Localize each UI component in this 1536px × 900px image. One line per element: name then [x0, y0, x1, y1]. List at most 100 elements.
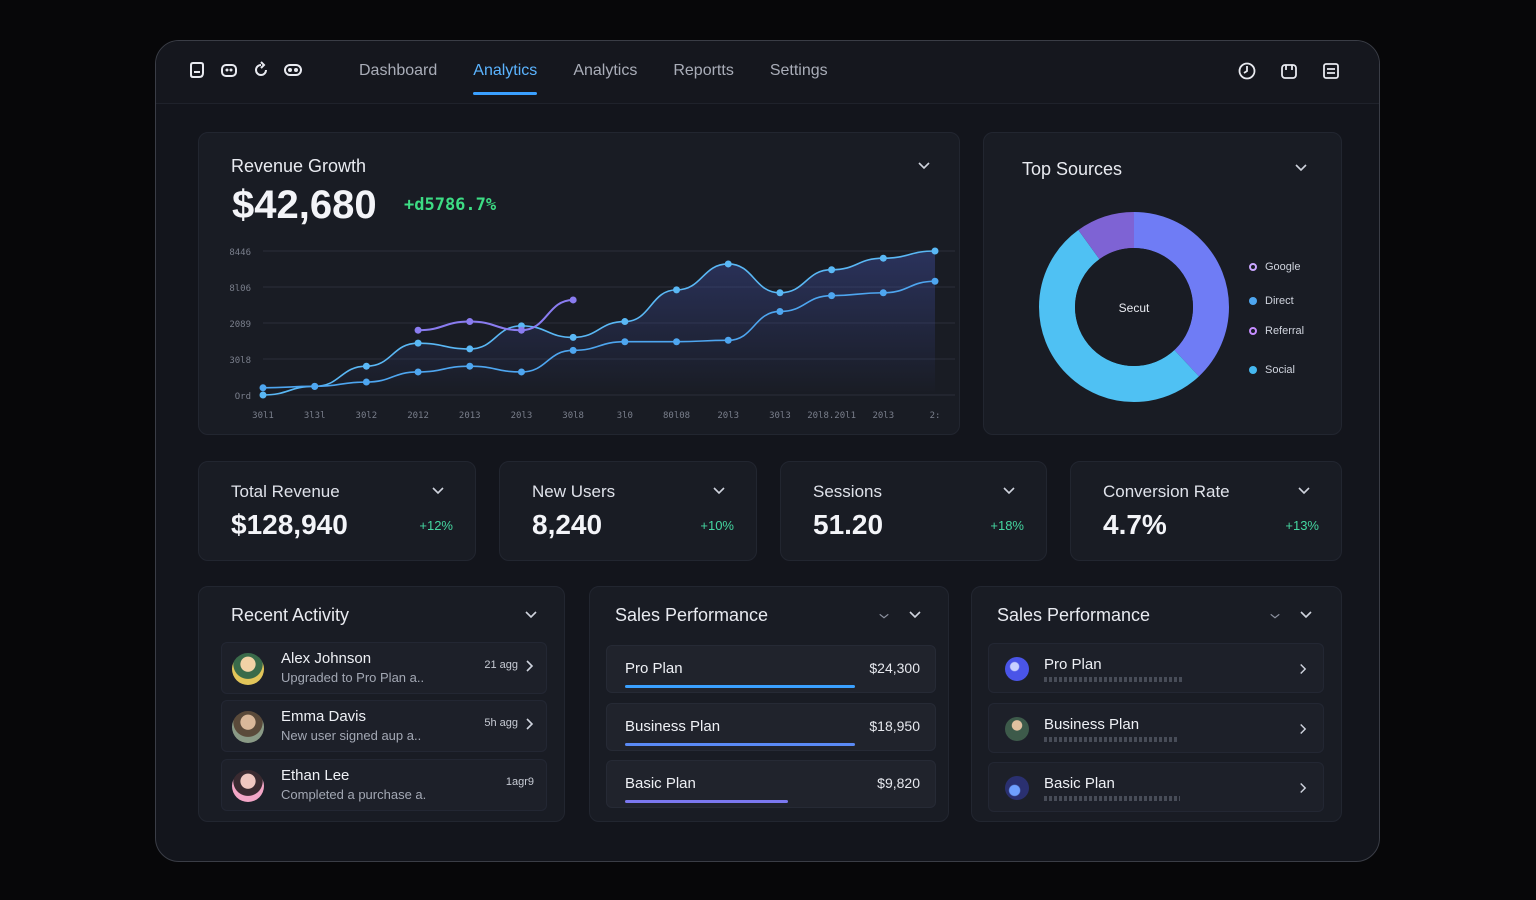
pro-plan-icon [1005, 657, 1029, 681]
gamepad-icon[interactable] [220, 61, 238, 79]
data-point [673, 286, 681, 294]
data-point [259, 391, 267, 399]
nav-settings[interactable]: Settings [769, 62, 828, 79]
plan-name: Business Plan [625, 718, 721, 735]
activity-desc: Completed a purchase a. [281, 787, 427, 802]
data-point [362, 362, 370, 370]
chevron-down-icon[interactable] [917, 159, 931, 173]
x-tick-label: 30l1 [252, 411, 274, 421]
chevron-down-icon[interactable] [431, 484, 445, 498]
chevron-down-icon[interactable] [908, 608, 922, 622]
data-point [259, 384, 267, 392]
plan-row[interactable]: Pro Plan $24,300 [606, 645, 936, 693]
stat-delta: +12% [419, 518, 453, 533]
donut-center-label: Secut [1118, 301, 1150, 315]
data-point [311, 382, 319, 390]
y-tick-label: 8l06 [229, 284, 251, 294]
data-point [724, 260, 732, 268]
x-tick-label: 2: [930, 411, 941, 421]
top-bar: Dashboard Analytics Analytics Reportts S… [156, 41, 1379, 104]
revenue-growth-card: Revenue Growth $42,680 +d5786.7% Ord 30l8… [198, 132, 960, 435]
chevron-down-icon[interactable] [1299, 608, 1313, 622]
chevron-down-icon[interactable] [1002, 484, 1016, 498]
plan-progress-bar [625, 743, 855, 746]
x-tick-label: 80l08 [663, 411, 690, 421]
stat-delta: +13% [1285, 518, 1319, 533]
legend-referral-label: Referral [1265, 325, 1305, 337]
chevron-right-icon [526, 718, 534, 730]
nav-analytics-active[interactable]: Analytics [455, 41, 555, 103]
bag-icon[interactable] [1279, 61, 1299, 81]
x-tick-label: 20l8.20l1 [807, 411, 856, 421]
clock-icon[interactable] [1237, 61, 1257, 81]
controller-icon[interactable] [284, 61, 302, 79]
menu-icon[interactable] [1321, 61, 1341, 81]
data-point [828, 266, 836, 274]
nav-analytics[interactable]: Analytics [573, 62, 638, 79]
data-point [879, 254, 887, 262]
stat-title: Sessions [813, 482, 882, 501]
donut-slice[interactable] [1039, 212, 1229, 402]
plan-progress-bar [625, 685, 855, 688]
plan-row[interactable]: Basic Plan [988, 762, 1324, 812]
data-point [673, 338, 681, 346]
activity-desc: Upgraded to Pro Plan a.. [281, 670, 425, 685]
basic-plan-icon [1005, 776, 1029, 800]
plan-name: Basic Plan [625, 775, 696, 792]
activity-name: Alex Johnson [281, 650, 372, 667]
avatar [232, 653, 264, 685]
filter-chevron-icon[interactable] [878, 610, 890, 622]
plan-row[interactable]: Pro Plan [988, 643, 1324, 693]
activity-item[interactable]: Emma Davis New user signed aup a.. 5h ag… [221, 700, 547, 752]
activity-item[interactable]: Alex Johnson Upgraded to Pro Plan a.. 21… [221, 642, 547, 694]
x-tick-label: 3l0 [617, 411, 633, 421]
chevron-down-icon[interactable] [1294, 161, 1308, 175]
stat-value: 51.20 [813, 509, 884, 540]
plan-row[interactable]: Business Plan $18,950 [606, 703, 936, 751]
data-point [621, 338, 629, 346]
filter-chevron-icon[interactable] [1269, 610, 1281, 622]
stat-value: 4.7% [1103, 509, 1167, 540]
data-point [931, 247, 939, 255]
refresh-icon[interactable] [252, 61, 270, 79]
activity-title: Recent Activity [231, 605, 350, 625]
data-point [776, 289, 784, 297]
donut-slice[interactable] [1039, 212, 1229, 402]
data-point [776, 307, 784, 315]
data-point [931, 277, 939, 285]
sales-performance-card: Sales Performance Pro Plan $24,300 Busin… [589, 586, 949, 822]
y-tick-label: 8446 [229, 248, 251, 258]
series-line [418, 298, 574, 332]
revenue-delta: +d5786.7% [404, 195, 497, 215]
activity-item[interactable]: Ethan Lee Completed a purchase a. 1agr9 [221, 759, 547, 811]
legend-referral: Referral [1249, 325, 1304, 337]
stat-card-conversion-rate: Conversion Rate 4.7% +13% [1070, 461, 1342, 561]
chevron-down-icon[interactable] [524, 608, 538, 622]
plan-subtext [1044, 737, 1179, 742]
chevron-down-icon[interactable] [712, 484, 726, 498]
app-logo-icon[interactable] [188, 61, 206, 79]
business-plan-icon [1005, 717, 1029, 741]
nav-dashboard[interactable]: Dashboard [359, 62, 438, 79]
activity-time: 21 agg [484, 659, 518, 671]
x-tick-label: 20l3 [717, 411, 739, 421]
revenue-line-chart: Ord 30l8 2089 8l06 8446 30l1 3l3l 30l2 2012 2013 2… [229, 247, 955, 421]
sales-title: Sales Performance [615, 605, 769, 625]
chevron-down-icon[interactable] [1297, 484, 1311, 498]
plan-row[interactable]: Basic Plan $9,820 [606, 760, 936, 808]
series-line [262, 250, 936, 396]
plan-name: Pro Plan [1044, 656, 1102, 673]
revenue-title: Revenue Growth [231, 156, 367, 176]
x-tick-label: 2012 [407, 411, 429, 421]
dashboard-window: Dashboard Analytics Analytics Reportts S… [155, 40, 1380, 862]
stat-title: Total Revenue [231, 482, 340, 501]
x-tick-label: 3l3l [304, 411, 326, 421]
data-point [466, 362, 474, 370]
plan-value: $24,300 [869, 660, 920, 676]
plan-row[interactable]: Business Plan [988, 703, 1324, 753]
y-tick-label: Ord [235, 392, 251, 402]
activity-name: Emma Davis [281, 708, 367, 725]
data-point [414, 326, 422, 334]
nav-reports[interactable]: Reportts [673, 62, 734, 79]
legend-direct-dot [1249, 297, 1257, 305]
